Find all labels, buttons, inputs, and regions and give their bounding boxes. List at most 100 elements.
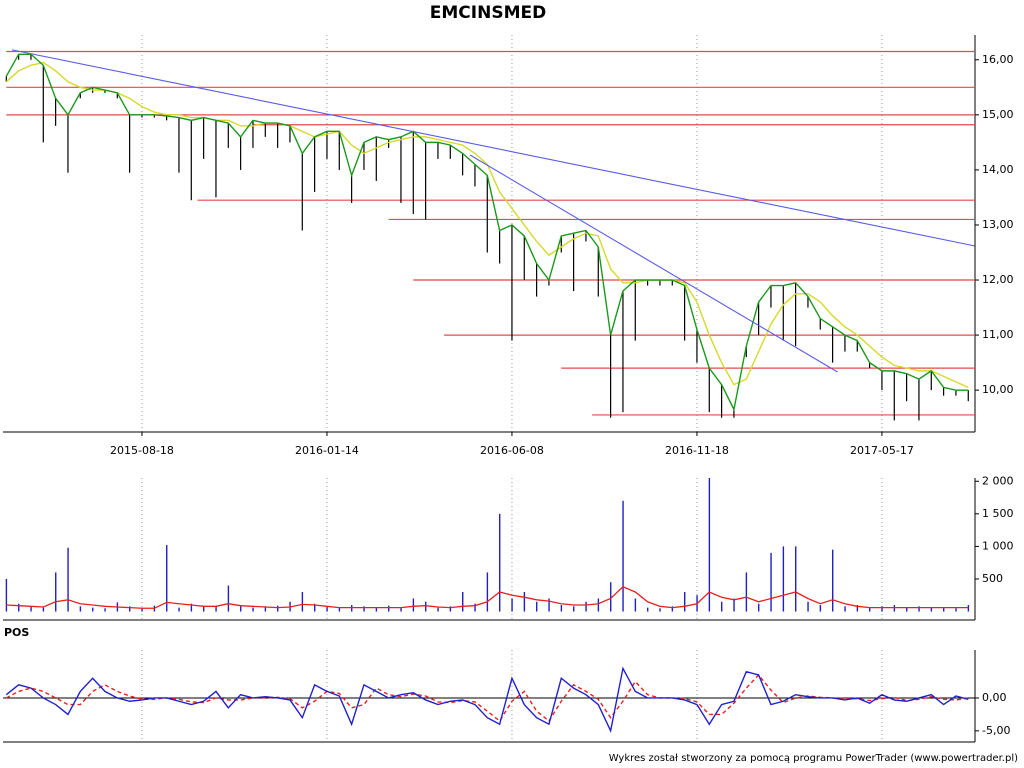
bar: [240, 605, 242, 612]
trend-line: [11, 49, 975, 247]
bar: [659, 608, 661, 612]
bar: [104, 608, 106, 612]
bar: [425, 601, 427, 612]
bar: [832, 549, 834, 612]
y-tick-label: 16,00: [982, 53, 1014, 66]
bar: [770, 552, 772, 612]
bar: [314, 603, 316, 612]
bar: [684, 591, 686, 612]
bar: [819, 605, 822, 612]
x-tick-label: 2016-01-14: [295, 444, 359, 457]
bar: [893, 605, 896, 612]
bar: [351, 605, 353, 612]
bar: [573, 606, 575, 612]
bar: [449, 606, 452, 612]
bar: [190, 603, 193, 612]
bar: [499, 513, 501, 612]
bar: [856, 605, 859, 612]
y-tick-label: 14,00: [982, 163, 1014, 176]
bar: [227, 585, 230, 612]
bar: [795, 546, 797, 612]
bar: [326, 606, 328, 612]
bar: [634, 598, 637, 612]
bar: [363, 606, 365, 612]
y-tick-label: 500: [982, 572, 1003, 585]
bar: [400, 606, 402, 612]
bar: [129, 606, 131, 612]
footer: Wykres został stworzony za pomocą progra…: [609, 753, 1018, 764]
y-tick-label: 1 000: [982, 539, 1014, 552]
y-tick-label: 15,00: [982, 108, 1014, 121]
bar: [930, 606, 933, 612]
bar: [474, 603, 476, 612]
bar: [375, 607, 378, 612]
bar: [30, 606, 32, 612]
panel-title: POS: [4, 626, 29, 639]
bar: [560, 605, 563, 612]
x-tick-label: 2016-11-18: [665, 444, 729, 457]
bar: [548, 598, 550, 612]
x-tick-label: 2017-05-17: [850, 444, 914, 457]
bar: [18, 603, 20, 612]
x-tick-label: 2015-08-18: [110, 444, 174, 457]
bar: [55, 572, 57, 612]
trend-line: [469, 154, 838, 373]
bar: [215, 606, 217, 612]
bar: [511, 598, 513, 612]
bar: [918, 606, 920, 612]
bar: [141, 607, 143, 612]
bar: [585, 601, 587, 612]
bar: [338, 607, 341, 612]
y-tick-label: -5,00: [982, 724, 1010, 737]
bar: [721, 601, 723, 612]
bar: [967, 605, 970, 612]
bar: [807, 601, 809, 612]
bar: [486, 572, 489, 612]
bar: [881, 606, 883, 612]
bar: [745, 572, 748, 612]
bar: [437, 607, 439, 612]
bar: [301, 591, 304, 612]
bar: [647, 607, 649, 612]
bar: [597, 598, 600, 612]
series-line: [6, 586, 969, 609]
bar: [277, 605, 279, 612]
y-tick-label: 0,00: [982, 691, 1007, 704]
bar: [943, 607, 945, 612]
bar: [388, 605, 390, 612]
bar: [955, 608, 957, 612]
bar: [252, 607, 254, 612]
bar: [671, 606, 674, 612]
series-line: [5, 53, 969, 412]
bar: [844, 606, 846, 612]
bar: [412, 598, 415, 612]
bar: [782, 546, 785, 612]
bar: [42, 607, 45, 612]
bar: [178, 607, 180, 612]
bar: [610, 582, 612, 612]
bar: [462, 591, 464, 612]
bar: [166, 545, 168, 612]
chart-title: EMCINSMED: [430, 3, 546, 23]
bar: [906, 607, 908, 612]
y-tick-label: 2 000: [982, 474, 1014, 487]
y-tick-label: 11,00: [982, 328, 1014, 341]
y-tick-label: 13,00: [982, 218, 1014, 231]
bar: [79, 606, 82, 612]
bar: [5, 578, 8, 612]
y-tick-label: 12,00: [982, 273, 1014, 286]
bar: [264, 606, 267, 612]
bar: [708, 478, 711, 612]
bar: [203, 606, 205, 612]
bar: [67, 547, 69, 612]
bar: [536, 601, 538, 612]
x-tick-label: 2016-06-08: [480, 444, 544, 457]
bar: [733, 598, 735, 612]
series-line: [5, 61, 969, 389]
bar: [622, 500, 624, 612]
bar: [869, 607, 871, 612]
bar: [92, 607, 94, 612]
series-line: [5, 666, 969, 734]
y-tick-label: 10,00: [982, 383, 1014, 396]
